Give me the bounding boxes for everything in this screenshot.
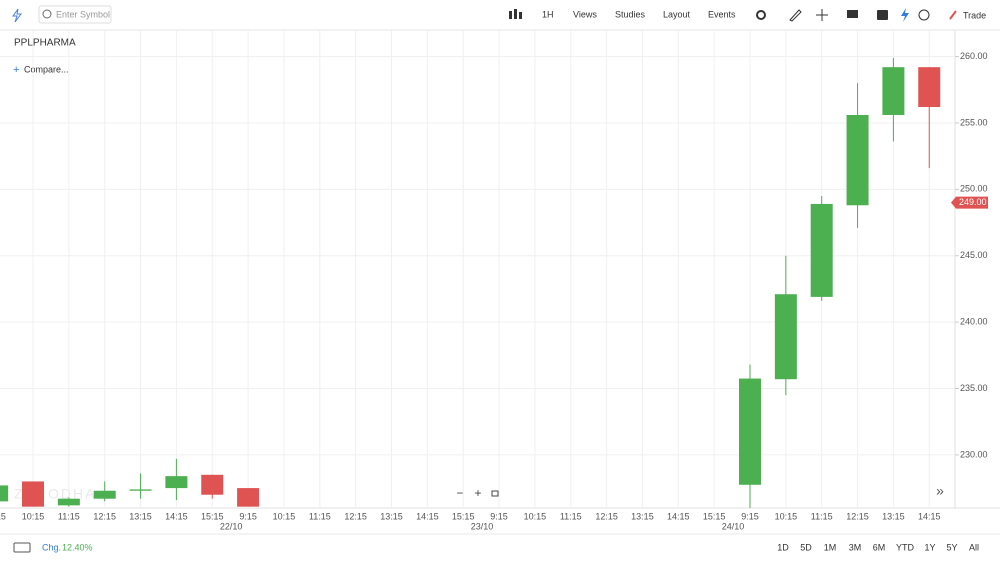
keyboard-icon[interactable] — [13, 542, 31, 553]
x-tick-label: 13:15 — [882, 511, 905, 521]
candle-body — [201, 474, 224, 495]
menu-layout[interactable]: Layout — [663, 9, 691, 19]
candle-body — [774, 294, 797, 380]
search-icon — [42, 9, 52, 19]
trade-icon[interactable] — [949, 10, 957, 20]
range-button[interactable]: 5Y — [946, 542, 957, 552]
menu-studies[interactable]: Studies — [615, 9, 646, 19]
range-button[interactable]: 5D — [800, 542, 812, 552]
last-price-label: 249.00 — [959, 197, 987, 207]
y-tick-label: 240.00 — [960, 316, 988, 326]
trade-button[interactable]: Trade — [963, 10, 986, 20]
x-tick-label: 10:15 — [22, 511, 45, 521]
candle-body — [129, 489, 152, 491]
x-tick-label: 11:15 — [309, 511, 331, 521]
x-tick-label: 13:15 — [129, 511, 152, 521]
compare-button[interactable]: Compare... — [24, 64, 69, 74]
x-tick-label: 15:15 — [703, 511, 726, 521]
zoom-controls: − + — [456, 486, 499, 500]
y-tick-label: 260.00 — [960, 51, 988, 61]
range-button[interactable]: 6M — [873, 542, 886, 552]
y-tick-label: 230.00 — [960, 449, 988, 459]
x-tick-label: 14:15 — [165, 511, 188, 521]
x-tick-label: 14:15 — [918, 511, 941, 521]
menu-events[interactable]: Events — [708, 9, 736, 19]
toolbar — [0, 0, 1000, 30]
change-value: 12.40% — [62, 542, 93, 552]
y-tick-label: 235.00 — [960, 383, 988, 393]
x-tick-label: 11:15 — [811, 511, 833, 521]
compare-plus[interactable]: + — [13, 64, 19, 76]
x-tick-label: 12:15 — [93, 511, 116, 521]
x-tick-label: 14:15 — [416, 511, 439, 521]
settings-icon[interactable] — [756, 10, 766, 20]
x-tick-label: 12:15 — [846, 511, 869, 521]
x-tick-label: 9:15 — [741, 511, 759, 521]
candle-body — [810, 203, 833, 297]
candle-body — [22, 481, 44, 507]
y-tick-label: 245.00 — [960, 250, 988, 260]
range-button[interactable]: 1D — [777, 542, 789, 552]
x-tick-label: 10:15 — [775, 511, 798, 521]
candle-body — [882, 67, 905, 115]
symbol-name: PPLPHARMA — [14, 38, 76, 49]
zoom-in[interactable]: + — [474, 486, 481, 500]
draw-icon[interactable] — [789, 9, 802, 22]
x-tick-label: 13:15 — [631, 511, 654, 521]
x-tick-label: 13:15 — [380, 511, 403, 521]
last-price-marker — [951, 196, 988, 209]
date-label: 22/10 — [220, 521, 243, 531]
x-tick-label: 11:15 — [560, 511, 582, 521]
range-button[interactable]: 3M — [849, 542, 862, 552]
search-box[interactable] — [38, 5, 112, 24]
candle-body — [237, 488, 260, 507]
menu-views[interactable]: Views — [573, 9, 597, 19]
candle-type-button[interactable] — [509, 9, 522, 19]
candle-body — [165, 476, 188, 489]
x-tick-label: 9:15 — [239, 511, 257, 521]
search-placeholder: Enter Symbol — [56, 9, 110, 19]
zoom-out[interactable]: − — [456, 486, 463, 500]
x-tick-label: 14:15 — [667, 511, 690, 521]
candle-body — [739, 378, 761, 485]
x-tick-label: 15:15 — [452, 511, 475, 521]
candle-body — [57, 498, 80, 506]
date-label: 23/10 — [471, 521, 494, 531]
y-tick-label: 250.00 — [960, 184, 988, 194]
x-tick-label: 9:15 — [0, 511, 6, 521]
x-tick-label: 12:15 — [344, 511, 367, 521]
candle-body — [93, 490, 116, 499]
comment-icon[interactable] — [847, 10, 858, 18]
candle-body — [0, 485, 9, 502]
x-tick-label: 9:15 — [490, 511, 508, 521]
x-tick-label: 10:15 — [273, 511, 296, 521]
table-icon[interactable] — [877, 10, 888, 20]
range-button[interactable]: 1Y — [924, 542, 935, 552]
crosshair-icon[interactable] — [816, 9, 828, 21]
candle-body — [918, 67, 941, 108]
range-button[interactable]: YTD — [896, 542, 915, 552]
change-label: Chg. — [42, 542, 61, 552]
refresh-icon[interactable] — [918, 9, 930, 21]
logo-icon[interactable] — [12, 8, 22, 23]
x-tick-label: 11:15 — [58, 511, 80, 521]
range-button[interactable]: 1M — [824, 542, 837, 552]
fullscreen[interactable] — [491, 490, 499, 497]
candle-body — [846, 114, 869, 206]
scroll-latest[interactable]: » — [936, 483, 944, 499]
y-tick-label: 255.00 — [960, 117, 988, 127]
x-tick-label: 12:15 — [595, 511, 618, 521]
range-button[interactable]: All — [969, 542, 979, 552]
date-label: 24/10 — [722, 521, 745, 531]
x-tick-label: 10:15 — [524, 511, 547, 521]
flash-icon[interactable] — [901, 8, 909, 22]
interval-button[interactable]: 1H — [542, 9, 554, 19]
x-tick-label: 15:15 — [201, 511, 224, 521]
